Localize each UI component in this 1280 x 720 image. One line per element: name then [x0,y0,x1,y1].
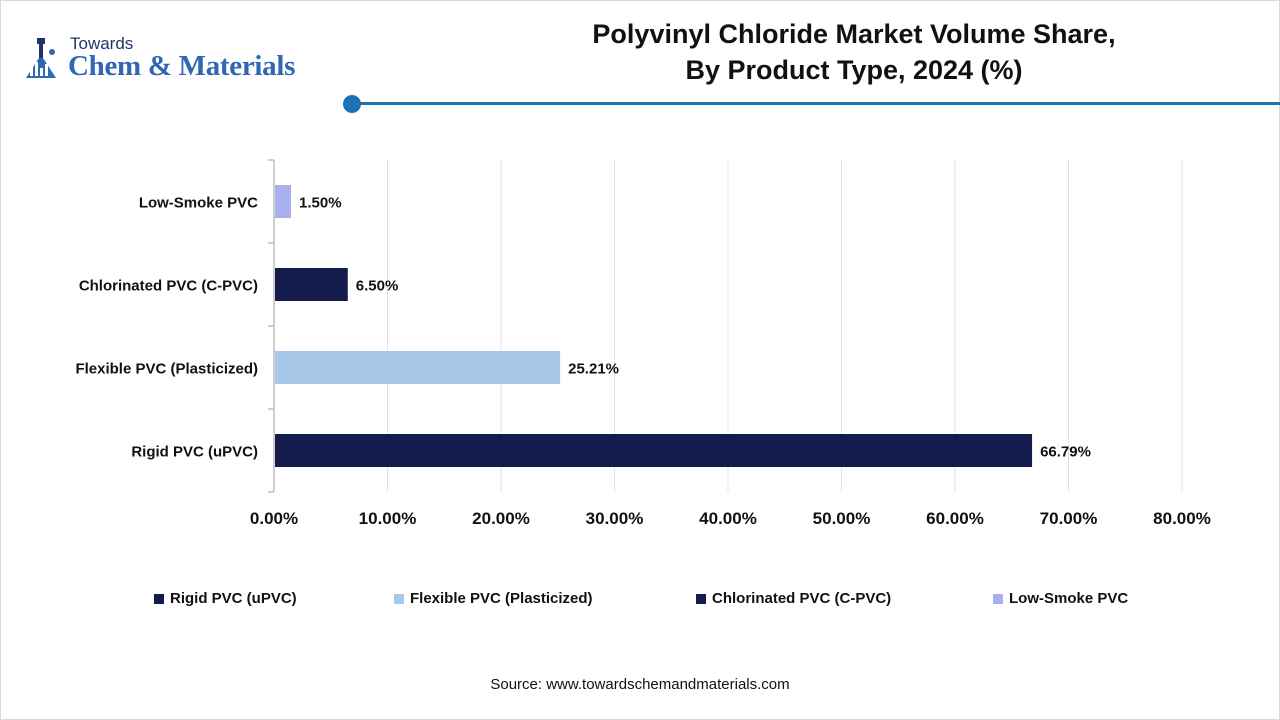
legend-label: Low-Smoke PVC [1009,590,1129,607]
category-label: Low-Smoke PVC [139,195,258,212]
category-label: Flexible PVC (Plasticized) [75,361,258,378]
x-tick-label: 20.00% [472,509,530,528]
legend-swatch [394,593,404,604]
legend-swatch [154,593,164,604]
brand-logo: Towards Chem & Materials [22,34,342,86]
legend-label: Flexible PVC (Plasticized) [410,590,593,607]
x-tick-label: 60.00% [926,509,984,528]
source-note: Source: www.towardschemandmaterials.com [490,676,790,693]
value-label: 66.79% [1040,444,1091,461]
legend-label: Rigid PVC (uPVC) [170,590,297,607]
brand-top: Towards [70,34,134,53]
brand-name: Chem & Materials [68,50,296,82]
bar [275,434,1033,467]
x-tick-label: 10.00% [359,509,417,528]
bar [275,351,561,384]
chart-title: Polyvinyl Chloride Market Volume Share, … [480,16,1228,88]
legend-swatch [993,593,1003,604]
title-underline [352,102,1280,105]
legend-item-low-smoke-pvc: Low-Smoke PVC [993,590,1128,607]
legend-item-chlorinated-pvc: Chlorinated PVC (C-PVC) [696,590,891,607]
x-tick-label: 0.00% [250,509,298,528]
chart-title-line-2: By Product Type, 2024 (%) [685,55,1023,85]
legend-item-flexible-pvc: Flexible PVC (Plasticized) [394,590,593,607]
x-tick-label: 70.00% [1040,509,1098,528]
category-label: Rigid PVC (uPVC) [131,444,258,461]
x-tick-label: 40.00% [699,509,757,528]
legend: Rigid PVC (uPVC) Flexible PVC (Plasticiz… [0,590,1280,614]
title-underline-dot [343,95,361,113]
bar [275,185,292,218]
x-tick-label: 50.00% [813,509,871,528]
value-label: 6.50% [356,278,399,295]
flask-icon [26,38,56,78]
value-label: 1.50% [299,195,342,212]
x-tick-label: 80.00% [1153,509,1211,528]
chart-title-line-1: Polyvinyl Chloride Market Volume Share, [592,19,1116,49]
legend-swatch [696,593,706,604]
category-label: Chlorinated PVC (C-PVC) [79,278,258,295]
legend-item-rigid-pvc: Rigid PVC (uPVC) [154,590,297,607]
x-tick-label: 30.00% [586,509,644,528]
bar [275,268,348,301]
value-label: 25.21% [568,361,619,378]
legend-label: Chlorinated PVC (C-PVC) [712,590,892,607]
